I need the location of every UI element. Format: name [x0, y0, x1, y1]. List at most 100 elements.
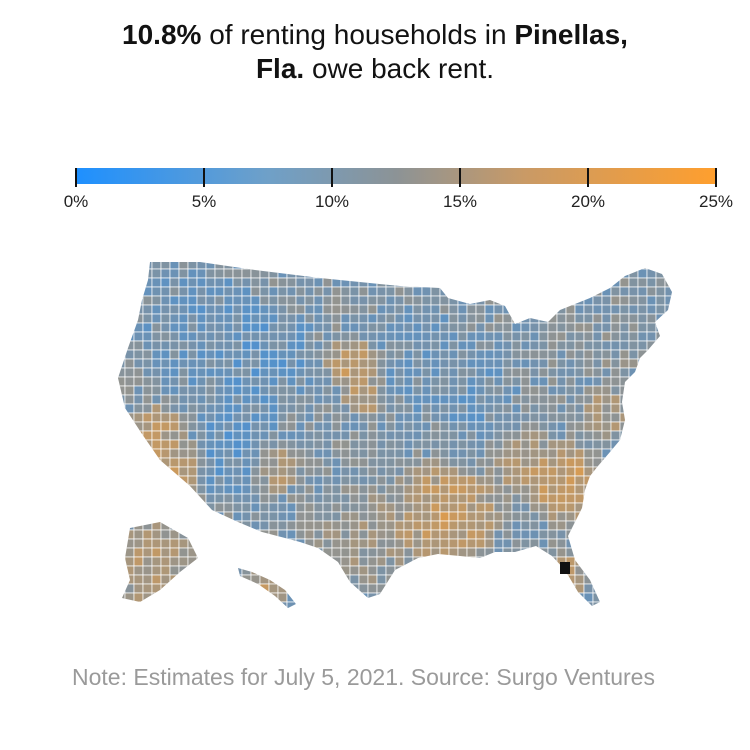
county-cell — [349, 565, 360, 576]
county-cell — [637, 268, 648, 279]
county-cell — [322, 412, 333, 423]
county-cell — [160, 358, 171, 369]
county-cell — [349, 331, 360, 342]
county-cell — [592, 520, 603, 531]
county-cell — [466, 592, 477, 603]
county-cell — [232, 556, 243, 567]
county-cell — [133, 475, 144, 486]
county-cell — [268, 493, 279, 504]
county-cell — [205, 484, 216, 495]
county-cell — [241, 466, 252, 477]
county-cell — [197, 611, 206, 620]
county-cell — [277, 547, 288, 558]
county-cell — [322, 529, 333, 540]
county-cell — [448, 601, 459, 608]
county-cell — [232, 475, 243, 486]
county-cell — [475, 484, 486, 495]
county-cell — [466, 538, 477, 549]
county-cell — [241, 457, 252, 468]
county-cell — [358, 403, 369, 414]
county-cell — [268, 547, 279, 558]
county-cell — [412, 592, 423, 603]
county-cell — [404, 611, 413, 620]
county-cell — [547, 466, 558, 477]
county-cell — [205, 313, 216, 324]
county-cell — [574, 484, 585, 495]
county-cell — [583, 466, 594, 477]
county-cell — [466, 394, 477, 405]
county-cell — [511, 601, 522, 608]
county-cell — [412, 268, 423, 279]
county-cell — [466, 403, 477, 414]
county-cell — [475, 457, 486, 468]
county-cell — [331, 529, 342, 540]
county-cell — [592, 286, 603, 297]
county-cell — [196, 520, 207, 531]
county-cell — [502, 502, 513, 513]
county-cell — [583, 358, 594, 369]
county-cell — [160, 601, 171, 608]
county-cell — [628, 322, 639, 333]
county-cell — [664, 403, 672, 414]
county-cell — [151, 295, 162, 306]
county-cell — [331, 358, 342, 369]
county-cell — [646, 475, 657, 486]
county-cell — [529, 268, 540, 279]
county-cell — [349, 421, 360, 432]
county-cell — [142, 493, 153, 504]
county-cell — [628, 547, 639, 558]
county-cell — [502, 385, 513, 396]
county-cell — [286, 268, 297, 279]
county-cell — [592, 466, 603, 477]
county-cell — [178, 430, 189, 441]
county-cell — [484, 277, 495, 288]
county-cell — [511, 430, 522, 441]
county-cell — [250, 340, 261, 351]
county-cell — [187, 493, 198, 504]
county-cell — [547, 340, 558, 351]
county-cell — [223, 295, 234, 306]
county-cell — [295, 394, 306, 405]
county-cell — [322, 322, 333, 333]
county-cell — [583, 448, 594, 459]
county-cell — [574, 529, 585, 540]
county-cell — [223, 502, 234, 513]
county-cell — [277, 592, 288, 603]
county-cell — [178, 547, 189, 558]
county-cell — [412, 358, 423, 369]
county-cell — [268, 322, 279, 333]
county-cell — [187, 286, 198, 297]
county-cell — [394, 520, 405, 531]
county-cell — [160, 511, 171, 522]
county-cell — [583, 439, 594, 450]
county-cell — [403, 295, 414, 306]
county-cell — [601, 412, 612, 423]
county-cell — [619, 574, 630, 585]
county-cell — [340, 556, 351, 567]
county-cell — [214, 277, 225, 288]
county-cell — [484, 331, 495, 342]
county-cell — [169, 421, 180, 432]
county-cell — [601, 484, 612, 495]
county-cell — [295, 475, 306, 486]
county-cell — [385, 394, 396, 405]
county-cell — [223, 304, 234, 315]
county-cell — [169, 592, 180, 603]
county-cell — [629, 611, 638, 620]
county-cell — [376, 403, 387, 414]
county-cell — [241, 430, 252, 441]
county-cell — [394, 556, 405, 567]
county-cell — [169, 295, 180, 306]
county-cell — [637, 322, 648, 333]
county-cell — [628, 457, 639, 468]
county-cell — [646, 367, 657, 378]
county-cell — [619, 430, 630, 441]
county-cell — [133, 439, 144, 450]
county-cell — [664, 529, 672, 540]
county-cell — [502, 574, 513, 585]
county-cell — [124, 520, 135, 531]
county-cell — [358, 340, 369, 351]
county-cell — [349, 322, 360, 333]
county-cell — [430, 556, 441, 567]
county-cell — [574, 295, 585, 306]
